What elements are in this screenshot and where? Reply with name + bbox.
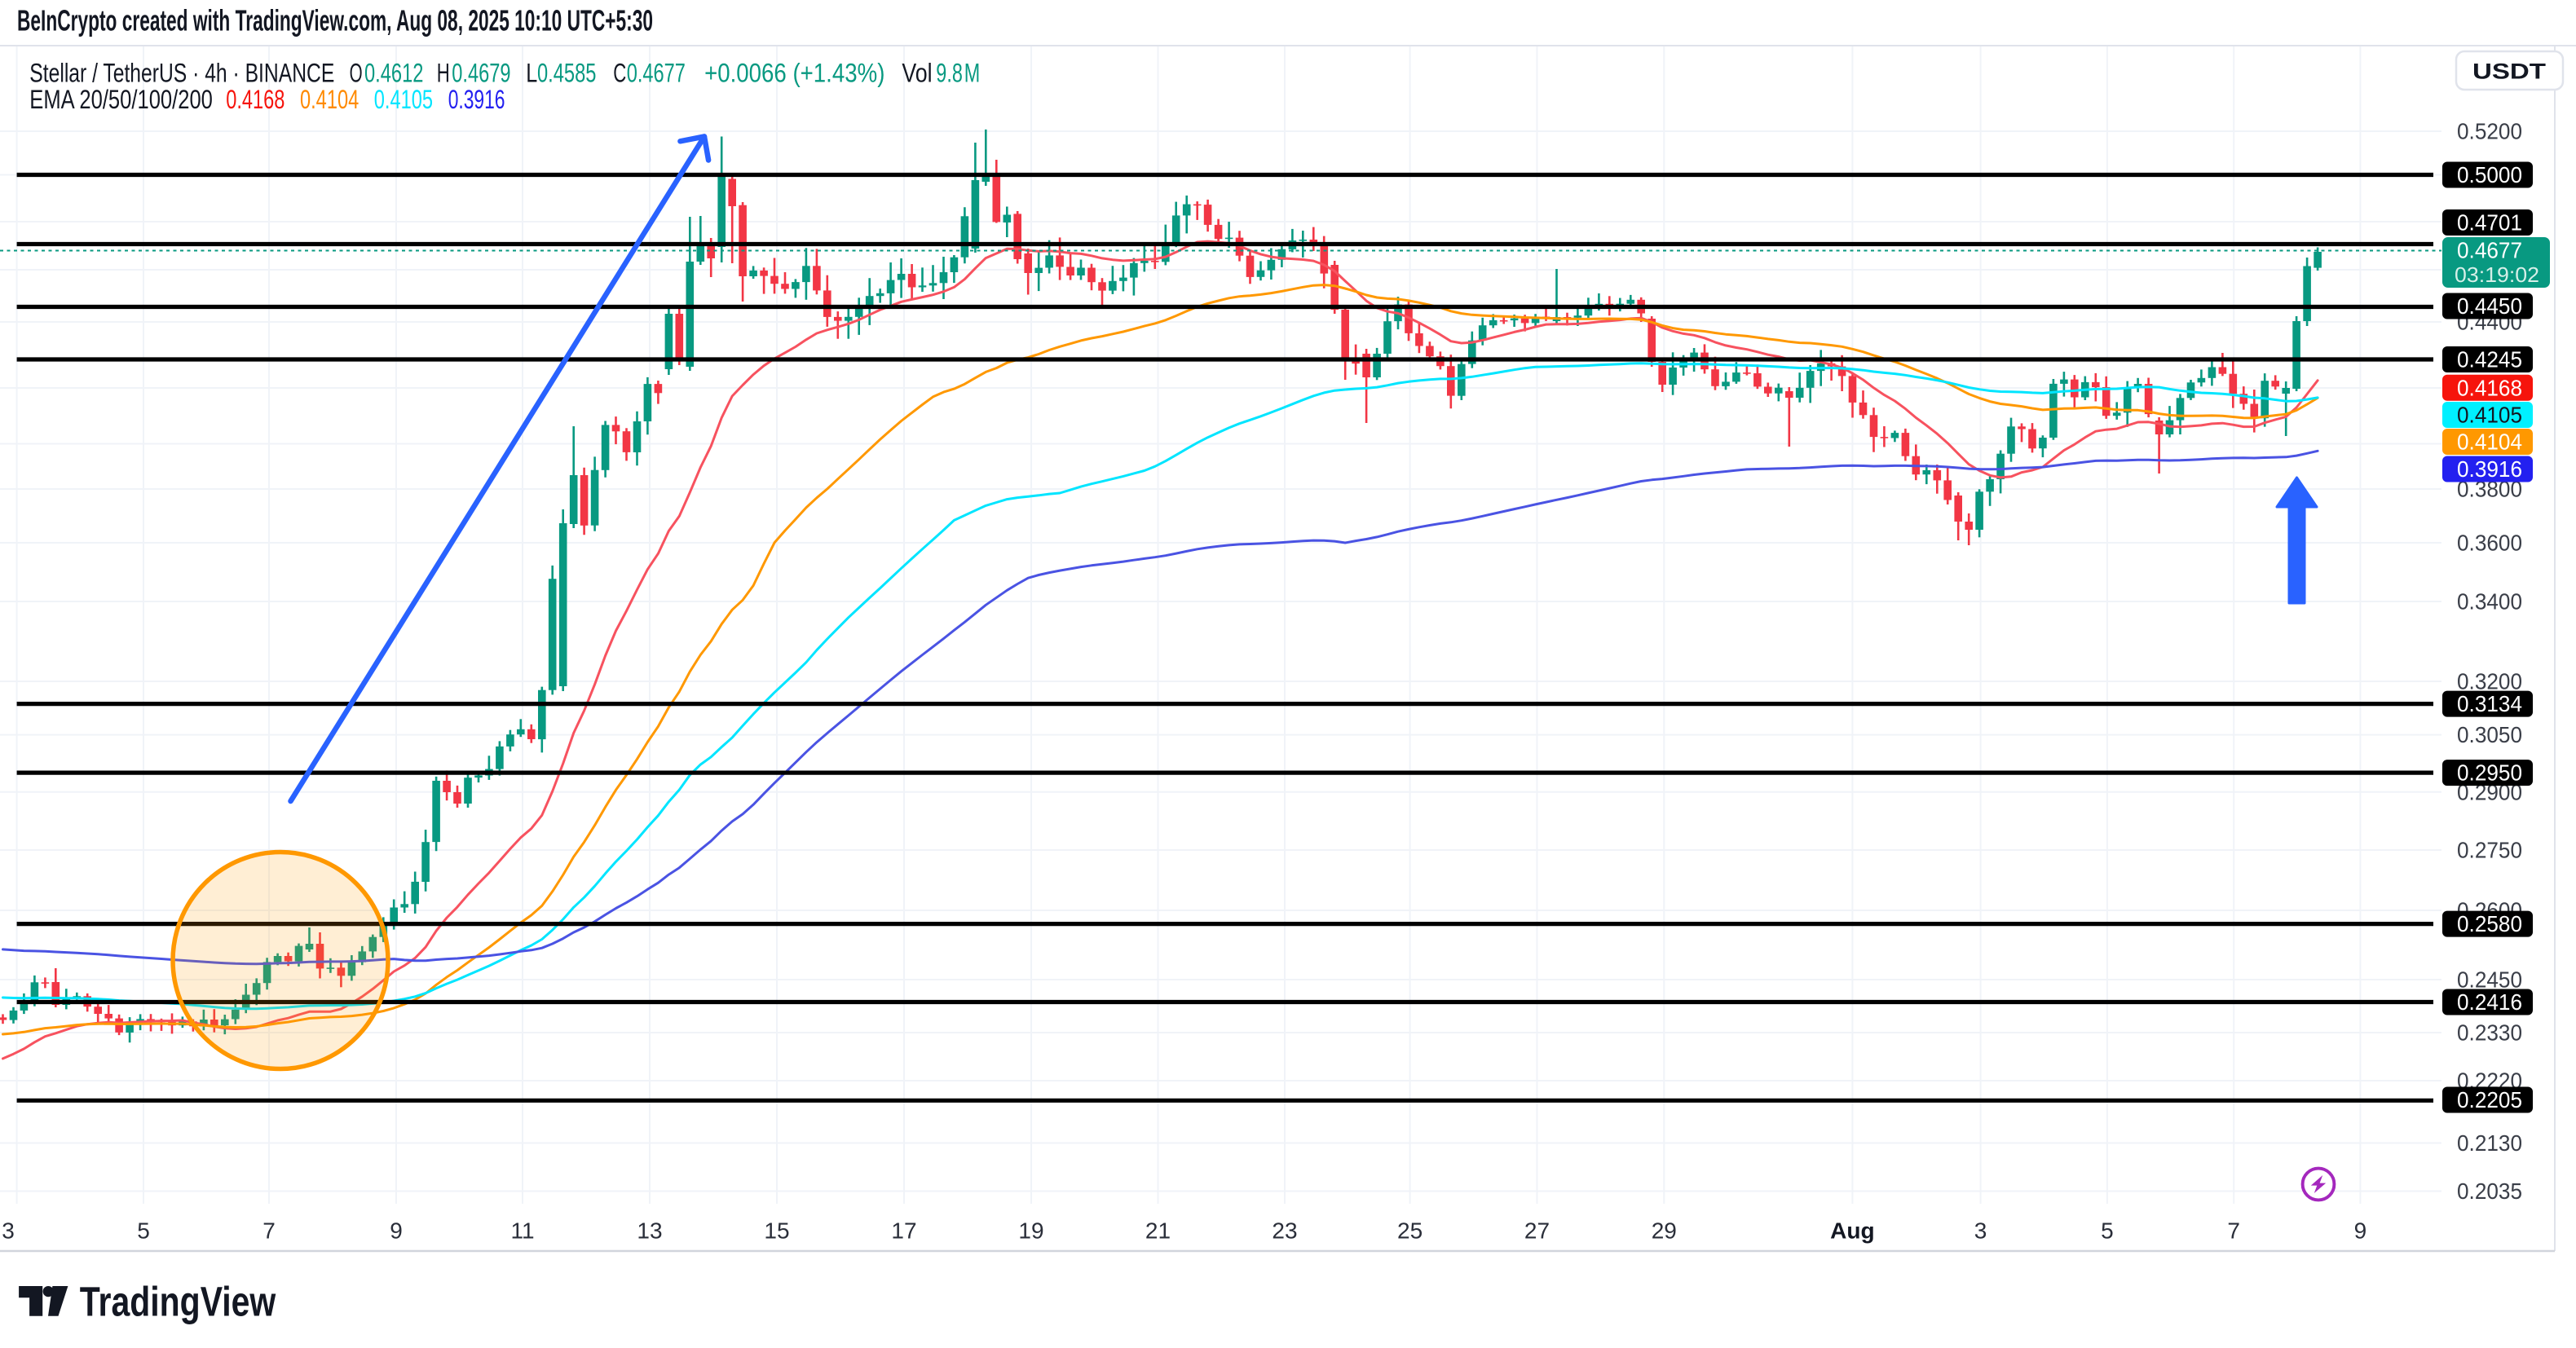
svg-text:0.4612: 0.4612 <box>364 59 423 88</box>
svg-text:0.2750: 0.2750 <box>2457 838 2522 863</box>
svg-text:0.4677: 0.4677 <box>627 59 686 88</box>
svg-text:USDT: USDT <box>2472 59 2547 84</box>
svg-text:13: 13 <box>637 1218 662 1244</box>
svg-text:0.2330: 0.2330 <box>2457 1020 2522 1046</box>
svg-text:7: 7 <box>2227 1218 2240 1244</box>
svg-text:0.3916: 0.3916 <box>2457 456 2522 482</box>
svg-text:L: L <box>526 59 537 88</box>
svg-text:BeInCrypto created with Tradin: BeInCrypto created with TradingView.com,… <box>17 4 653 37</box>
svg-text:0.5200: 0.5200 <box>2457 119 2522 144</box>
svg-text:EMA 20/50/100/200: EMA 20/50/100/200 <box>29 85 213 114</box>
svg-text:17: 17 <box>891 1218 916 1244</box>
svg-text:H: H <box>437 59 450 88</box>
svg-text:27: 27 <box>1524 1218 1550 1244</box>
svg-text:0.3600: 0.3600 <box>2457 531 2522 556</box>
svg-text:+0.0066 (+1.43%): +0.0066 (+1.43%) <box>704 59 884 88</box>
svg-text:C: C <box>613 59 626 88</box>
svg-text:0.3200: 0.3200 <box>2457 669 2522 694</box>
svg-text:03:19:02: 03:19:02 <box>2455 262 2539 287</box>
svg-text:21: 21 <box>1145 1218 1171 1244</box>
svg-text:0.3916: 0.3916 <box>448 85 505 114</box>
svg-text:0.4168: 0.4168 <box>226 85 285 114</box>
svg-text:0.4245: 0.4245 <box>2457 347 2522 372</box>
svg-text:0.2035: 0.2035 <box>2457 1178 2522 1204</box>
svg-text:7: 7 <box>262 1218 276 1244</box>
svg-text:9: 9 <box>390 1218 403 1244</box>
svg-text:0.3050: 0.3050 <box>2457 722 2522 747</box>
svg-text:3: 3 <box>2 1218 15 1244</box>
svg-text:0.3134: 0.3134 <box>2457 691 2522 716</box>
svg-text:0.4105: 0.4105 <box>2457 403 2522 428</box>
svg-text:0.4104: 0.4104 <box>300 85 359 114</box>
svg-text:29: 29 <box>1652 1218 1677 1244</box>
svg-text:23: 23 <box>1272 1218 1297 1244</box>
svg-text:0.4105: 0.4105 <box>374 85 433 114</box>
svg-text:0.2950: 0.2950 <box>2457 760 2522 786</box>
svg-text:5: 5 <box>137 1218 150 1244</box>
svg-text:0.4679: 0.4679 <box>452 59 510 88</box>
svg-text:Stellar / TetherUS · 4h · BINA: Stellar / TetherUS · 4h · BINANCE <box>29 59 334 88</box>
svg-text:TradingView: TradingView <box>80 1279 276 1325</box>
svg-text:0.4585: 0.4585 <box>537 59 596 88</box>
svg-text:0.2416: 0.2416 <box>2457 989 2522 1015</box>
svg-text:25: 25 <box>1397 1218 1423 1244</box>
svg-text:Aug: Aug <box>1830 1218 1874 1244</box>
svg-text:0.2580: 0.2580 <box>2457 911 2522 936</box>
svg-text:0.3400: 0.3400 <box>2457 589 2522 615</box>
svg-text:3: 3 <box>1974 1218 1987 1244</box>
svg-text:11: 11 <box>510 1218 534 1244</box>
svg-text:0.2205: 0.2205 <box>2457 1087 2522 1112</box>
svg-text:9: 9 <box>2354 1218 2367 1244</box>
svg-text:5: 5 <box>2101 1218 2114 1244</box>
svg-text:0.5000: 0.5000 <box>2457 162 2522 187</box>
svg-text:19: 19 <box>1018 1218 1043 1244</box>
svg-text:Vol: Vol <box>902 59 932 88</box>
svg-text:0.4168: 0.4168 <box>2457 375 2522 400</box>
svg-text:0.2450: 0.2450 <box>2457 967 2522 993</box>
svg-text:9.8 M: 9.8 M <box>936 59 980 88</box>
svg-text:0.4450: 0.4450 <box>2457 293 2522 319</box>
svg-text:O: O <box>350 59 363 88</box>
svg-text:0.4701: 0.4701 <box>2457 210 2522 236</box>
svg-text:15: 15 <box>764 1218 789 1244</box>
svg-text:0.4104: 0.4104 <box>2457 430 2522 455</box>
svg-text:0.4677: 0.4677 <box>2457 238 2522 263</box>
svg-text:0.2130: 0.2130 <box>2457 1130 2522 1156</box>
